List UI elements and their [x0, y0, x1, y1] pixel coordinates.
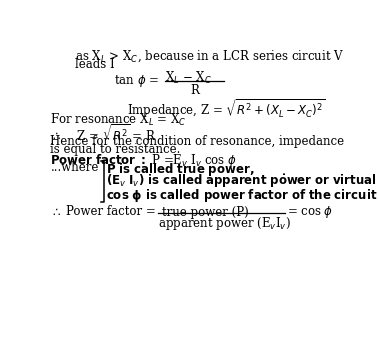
Text: tan $\phi$ =: tan $\phi$ = [114, 73, 159, 90]
Text: For resonance X$_L$ = X$_C$: For resonance X$_L$ = X$_C$ [50, 112, 187, 128]
Text: apparent power (E$_v$I$_v$): apparent power (E$_v$I$_v$) [158, 216, 291, 232]
Text: as X$_L$ > X$_C$, because in a LCR series circuit V: as X$_L$ > X$_C$, because in a LCR serie… [75, 48, 345, 64]
Text: ...where: ...where [50, 161, 99, 174]
Text: Impedance, Z = $\sqrt{R^2+(X_L-X_C)^2}$: Impedance, Z = $\sqrt{R^2+(X_L-X_C)^2}$ [127, 98, 326, 120]
Text: is equal to resistance.: is equal to resistance. [50, 143, 181, 156]
Text: $\mathbf{P\ is\ called\ true\ power,}$: $\mathbf{P\ is\ called\ true\ power,}$ [106, 161, 255, 178]
Text: $\mathbf{Power\ factor\ :}$ P =E$_v$ I$_v$ cos $\phi$: $\mathbf{Power\ factor\ :}$ P =E$_v$ I$_… [50, 152, 238, 169]
Text: Power factor =: Power factor = [66, 205, 156, 218]
Text: X$_L$ $-$ X$_C$: X$_L$ $-$ X$_C$ [165, 70, 212, 86]
Text: $\mathbf{cos\ \phi\ is\ called\ power\ factor\ of\ the\ circuit}$: $\mathbf{cos\ \phi\ is\ called\ power\ f… [106, 187, 378, 204]
Text: R: R [191, 84, 200, 97]
Text: true power (P): true power (P) [162, 206, 249, 219]
Text: leads I: leads I [75, 58, 115, 71]
Text: $\therefore$: $\therefore$ [50, 205, 61, 218]
Text: $\mathbf{(E}$$_v$ $\mathbf{I}$$_v\mathbf{)\ is\ called\ apparent\ p\dot{o}wer\ o: $\mathbf{(E}$$_v$ $\mathbf{I}$$_v\mathbf… [106, 173, 379, 190]
Text: $\therefore$    Z = $\sqrt{R^2}$ = R: $\therefore$ Z = $\sqrt{R^2}$ = R [50, 124, 157, 145]
Text: = cos $\phi$: = cos $\phi$ [287, 204, 333, 219]
Text: Hence for the condition of resonance, impedance: Hence for the condition of resonance, im… [50, 134, 345, 147]
